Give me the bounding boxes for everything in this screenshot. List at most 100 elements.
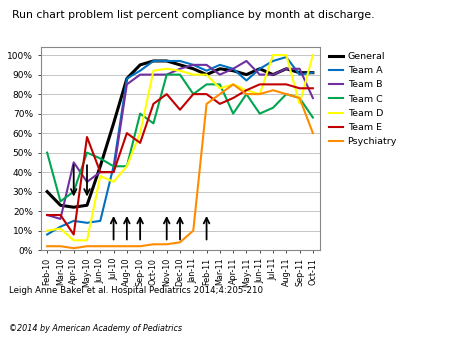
Team C — [310, 116, 315, 120]
Text: ©2014 by American Academy of Pediatrics: ©2014 by American Academy of Pediatrics — [9, 324, 182, 334]
Psychiatry — [310, 131, 315, 135]
Team D — [177, 69, 183, 73]
Line: Team C: Team C — [47, 75, 313, 201]
Team A — [217, 63, 223, 67]
Team D — [84, 238, 90, 242]
Line: Team D: Team D — [47, 55, 313, 240]
Team B — [137, 73, 143, 77]
Team C — [270, 106, 276, 110]
Team D — [124, 164, 130, 168]
Team B — [257, 73, 262, 77]
General — [137, 63, 143, 67]
Team D — [204, 73, 209, 77]
Team D — [244, 88, 249, 92]
Team B — [284, 67, 289, 71]
Team C — [230, 112, 236, 116]
Team D — [310, 53, 315, 57]
Team E — [257, 82, 262, 87]
Team E — [84, 135, 90, 139]
Team B — [270, 73, 276, 77]
Team A — [230, 67, 236, 71]
Team B — [191, 63, 196, 67]
Psychiatry — [284, 92, 289, 96]
Psychiatry — [270, 88, 276, 92]
Team C — [111, 164, 116, 168]
Team E — [137, 141, 143, 145]
Psychiatry — [151, 242, 156, 246]
Team A — [257, 67, 262, 71]
General — [230, 69, 236, 73]
General — [257, 67, 262, 71]
Team A — [177, 59, 183, 63]
Team E — [204, 92, 209, 96]
Team B — [111, 170, 116, 174]
Team C — [137, 112, 143, 116]
General — [191, 67, 196, 71]
General — [244, 73, 249, 77]
Team D — [191, 73, 196, 77]
General — [204, 73, 209, 77]
Psychiatry — [217, 92, 223, 96]
Psychiatry — [58, 244, 63, 248]
Team E — [71, 233, 76, 237]
Psychiatry — [164, 242, 169, 246]
Team B — [98, 170, 103, 174]
Team C — [124, 164, 130, 168]
Team B — [58, 217, 63, 221]
Team A — [45, 233, 50, 237]
Team A — [98, 219, 103, 223]
Team E — [297, 86, 302, 90]
Text: Run chart problem list percent compliance by month at discharge.: Run chart problem list percent complianc… — [12, 10, 375, 20]
Team E — [124, 131, 130, 135]
Team C — [284, 92, 289, 96]
General — [58, 203, 63, 207]
Team B — [124, 82, 130, 87]
General — [84, 203, 90, 207]
Team A — [204, 69, 209, 73]
Team C — [204, 82, 209, 87]
Team E — [270, 82, 276, 87]
Team A — [151, 59, 156, 63]
Team D — [98, 174, 103, 178]
Team A — [111, 164, 116, 168]
Team A — [310, 71, 315, 75]
Team A — [58, 225, 63, 229]
Team C — [297, 96, 302, 100]
Team E — [58, 213, 63, 217]
Team B — [84, 180, 90, 184]
Team D — [230, 82, 236, 87]
Line: Psychiatry: Psychiatry — [47, 84, 313, 248]
Team A — [137, 69, 143, 73]
Psychiatry — [111, 244, 116, 248]
Team B — [217, 73, 223, 77]
Team B — [151, 73, 156, 77]
Psychiatry — [98, 244, 103, 248]
Team C — [84, 151, 90, 155]
Line: Team A: Team A — [47, 57, 313, 235]
Team D — [137, 131, 143, 135]
Line: General: General — [47, 61, 313, 207]
Legend: General, Team A, Team B, Team C, Team D, Team E, Psychiatry: General, Team A, Team B, Team C, Team D,… — [328, 52, 397, 146]
General — [151, 59, 156, 63]
Team A — [284, 55, 289, 59]
Team D — [217, 86, 223, 90]
Psychiatry — [84, 244, 90, 248]
Psychiatry — [230, 82, 236, 87]
Line: Team E: Team E — [47, 84, 313, 235]
Team B — [244, 59, 249, 63]
Team D — [111, 180, 116, 184]
Team D — [257, 92, 262, 96]
Team A — [124, 76, 130, 80]
Psychiatry — [297, 96, 302, 100]
General — [284, 67, 289, 71]
Team D — [58, 227, 63, 231]
General — [98, 164, 103, 168]
Team B — [45, 213, 50, 217]
Team A — [71, 219, 76, 223]
Team D — [284, 53, 289, 57]
Psychiatry — [71, 246, 76, 250]
Team D — [45, 228, 50, 233]
Psychiatry — [124, 244, 130, 248]
Team A — [244, 78, 249, 82]
Team A — [84, 221, 90, 225]
